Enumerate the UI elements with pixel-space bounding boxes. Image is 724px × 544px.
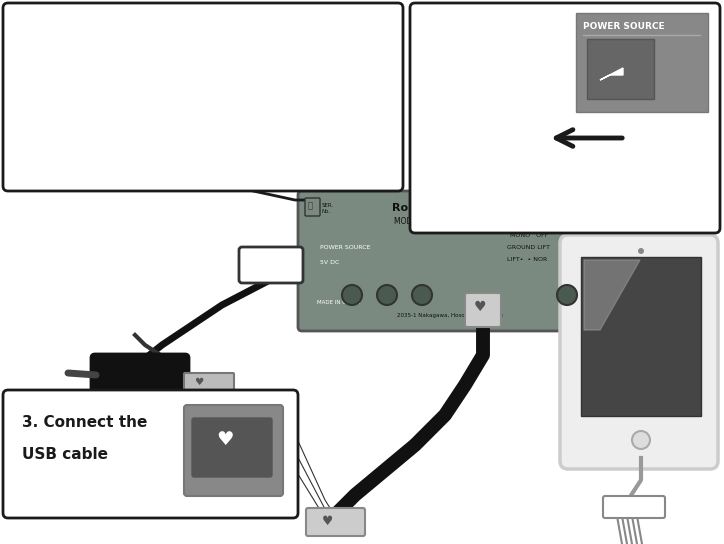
Text: GROUND LIFT: GROUND LIFT (507, 245, 550, 250)
Text: OUT— MIDI — IN: OUT— MIDI — IN (427, 213, 490, 222)
FancyBboxPatch shape (587, 39, 654, 99)
Text: MADE IN CHINA: MADE IN CHINA (317, 300, 360, 305)
Text: [POWER: [POWER (425, 58, 495, 73)
Text: 2. Set the: 2. Set the (425, 25, 509, 40)
Text: switch to the 5V DC: switch to the 5V DC (425, 148, 594, 163)
Text: 2R•OUTPUT•1L: 2R•OUTPUT•1L (602, 213, 656, 219)
FancyBboxPatch shape (410, 3, 720, 233)
Text: commercially available items).: commercially available items). (22, 115, 285, 130)
FancyBboxPatch shape (91, 354, 189, 434)
FancyBboxPatch shape (305, 198, 320, 216)
Text: micro-B type ↔ A type cable (all: micro-B type ↔ A type cable (all (22, 86, 295, 101)
Text: SER.
No.: SER. No. (322, 203, 334, 214)
FancyBboxPatch shape (581, 257, 701, 416)
Circle shape (597, 285, 617, 305)
Circle shape (637, 285, 657, 305)
Circle shape (672, 285, 692, 305)
Text: ♥: ♥ (474, 300, 487, 314)
FancyBboxPatch shape (465, 293, 501, 327)
FancyBboxPatch shape (298, 191, 701, 331)
Text: ♥: ♥ (216, 430, 234, 449)
Text: USB cable: USB cable (22, 447, 108, 462)
Text: 3. Connect the: 3. Connect the (22, 415, 148, 430)
Text: ♥: ♥ (194, 377, 203, 387)
Text: Roland Co: Roland Co (392, 203, 455, 213)
FancyBboxPatch shape (239, 247, 303, 283)
FancyBboxPatch shape (560, 235, 718, 469)
Text: MONO   OFF: MONO OFF (510, 233, 548, 238)
Circle shape (632, 431, 650, 449)
Text: 2035-1 Nakagawa, Hosoe-cho, Kita-ku: 2035-1 Nakagawa, Hosoe-cho, Kita-ku (397, 313, 502, 318)
FancyBboxPatch shape (306, 508, 365, 536)
Text: ← STEREO: ← STEREO (542, 205, 578, 211)
FancyBboxPatch shape (184, 405, 283, 496)
Text: SOURCE]: SOURCE] (425, 91, 502, 106)
Text: 🔒: 🔒 (308, 201, 313, 210)
FancyBboxPatch shape (576, 13, 708, 112)
Text: MODEL: Rubix 22: MODEL: Rubix 22 (394, 217, 460, 226)
FancyBboxPatch shape (184, 373, 234, 397)
Text: 5V DC: 5V DC (320, 260, 340, 265)
Text: ♥: ♥ (322, 515, 333, 528)
Text: LIFT•  • NOR: LIFT• • NOR (507, 257, 547, 262)
FancyBboxPatch shape (3, 390, 298, 518)
FancyBboxPatch shape (192, 418, 272, 477)
FancyBboxPatch shape (3, 3, 403, 191)
Text: POWER SOURCE: POWER SOURCE (583, 22, 665, 31)
Polygon shape (600, 68, 623, 80)
Text: POWER SOURCE: POWER SOURCE (320, 245, 371, 250)
Polygon shape (584, 260, 640, 330)
Text: (or mobile battery) using a USB: (or mobile battery) using a USB (22, 57, 293, 72)
Circle shape (412, 285, 432, 305)
Circle shape (557, 285, 577, 305)
FancyBboxPatch shape (603, 496, 665, 518)
Circle shape (377, 285, 397, 305)
Text: connector side.: connector side. (425, 177, 557, 192)
Circle shape (342, 285, 362, 305)
Circle shape (638, 248, 644, 254)
Text: 1. Connect the USB AC adaptor: 1. Connect the USB AC adaptor (22, 28, 288, 43)
